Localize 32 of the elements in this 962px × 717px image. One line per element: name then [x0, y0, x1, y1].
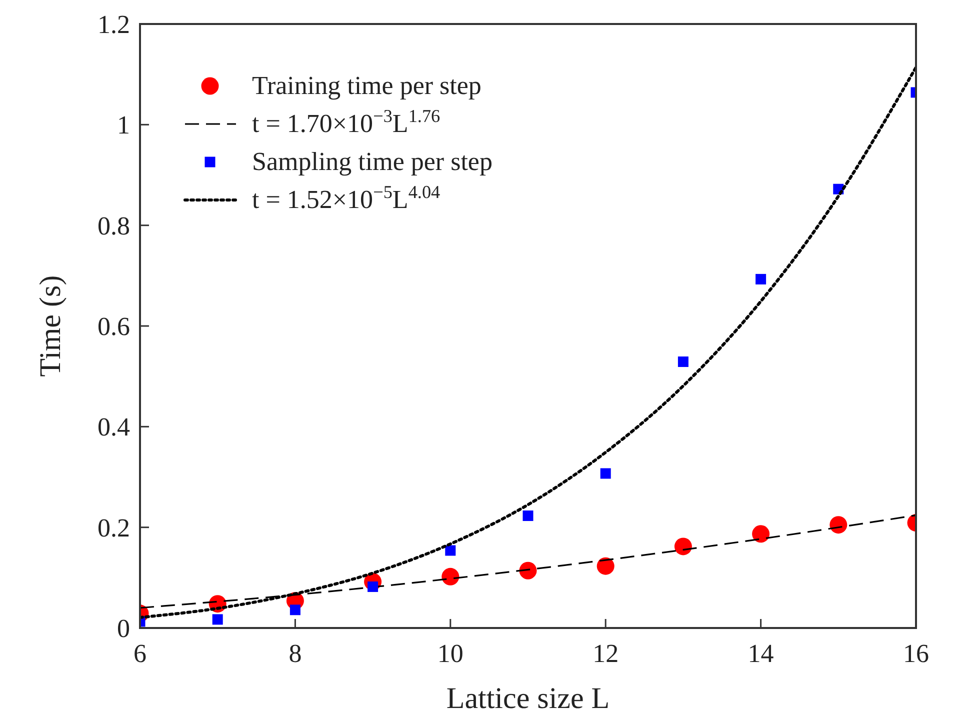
point	[600, 468, 611, 479]
y-tick-label: 0.4	[98, 412, 130, 442]
point	[442, 568, 460, 586]
point	[290, 604, 300, 616]
point	[445, 545, 456, 556]
point	[752, 525, 770, 543]
legend-label: Training time per step	[252, 71, 482, 100]
y-tick-label: 0.6	[98, 312, 130, 341]
x-tick-label: 16	[903, 639, 929, 668]
x-tick-label: 12	[592, 639, 619, 668]
y-tick-label: 1	[117, 110, 130, 140]
point	[522, 510, 534, 522]
point	[519, 562, 537, 580]
legend-label: Sampling time per step	[252, 147, 492, 176]
point	[678, 356, 688, 367]
x-axis-title: Lattice size L	[446, 682, 610, 715]
y-tick-label: 0	[117, 614, 130, 643]
point	[212, 614, 223, 625]
y-axis-title: Time (s)	[34, 275, 67, 377]
x-tick-label: 10	[437, 639, 464, 668]
legend-label: t = 1.70×10$^{−3}$L$^{1.76}$	[252, 106, 440, 138]
point	[756, 274, 766, 284]
legend-label: t = 1.52×10$^{−5}$L$^{4.04}$	[252, 182, 440, 214]
y-tick-label: 1.2	[98, 10, 130, 39]
point	[596, 557, 614, 575]
point	[830, 516, 848, 534]
x-tick-label: 8	[288, 639, 302, 668]
x-tick-label: 14	[748, 639, 774, 668]
y-tick-label: 0.8	[98, 211, 130, 240]
x-tick-label: 6	[134, 639, 146, 668]
point	[674, 538, 692, 556]
y-tick-label: 0.2	[98, 513, 130, 542]
